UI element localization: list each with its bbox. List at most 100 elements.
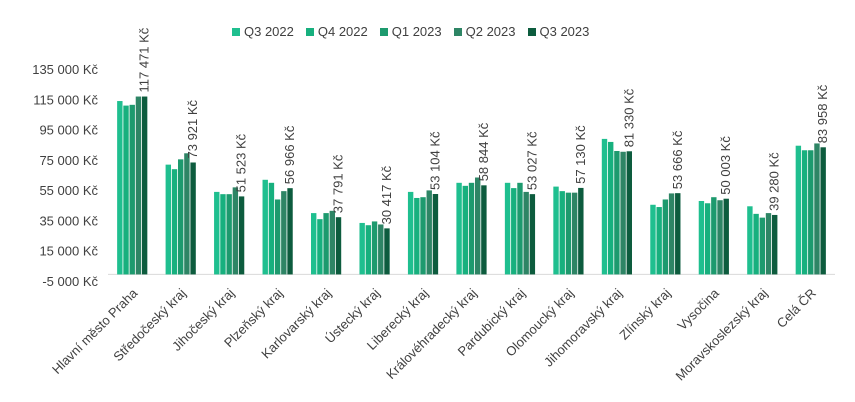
legend-label: Q3 2022: [244, 24, 294, 39]
bar: [747, 206, 753, 275]
bar: [329, 210, 335, 275]
x-tick-label: Vysočina: [674, 285, 722, 333]
data-label: 30 417 Kč: [379, 165, 394, 224]
legend-item: Q3 2023: [527, 24, 589, 39]
bar: [578, 187, 584, 275]
bar: [662, 199, 669, 275]
legend-item: Q3 2022: [232, 24, 294, 39]
bar: [820, 147, 826, 275]
bar: [384, 228, 390, 275]
y-tick-label: 115 000 Kč: [33, 92, 98, 107]
x-tick-label: Královéhradecký kraj: [383, 285, 480, 382]
bars-layer: [117, 96, 826, 275]
bar: [717, 200, 723, 275]
bar: [323, 213, 329, 275]
x-tick-label: Celá ČR: [774, 286, 819, 331]
data-label: 37 791 Kč: [331, 154, 346, 213]
data-label: 56 966 Kč: [282, 125, 297, 184]
labels-layer: 117 471 Kč 73 921 Kč 51 523 Kč 56 966 Kč 37 …: [137, 27, 831, 224]
bar: [511, 188, 517, 275]
data-label: 73 921 Kč: [185, 99, 200, 158]
bar: [559, 191, 565, 275]
bar: [795, 145, 802, 275]
bar: [601, 138, 608, 275]
legend-swatch: [453, 27, 462, 36]
bar: [808, 150, 814, 275]
data-label: 57 130 Kč: [573, 125, 588, 184]
bar: [553, 186, 559, 275]
bar: [426, 190, 432, 275]
bar: [238, 196, 245, 275]
bar: [317, 219, 323, 275]
data-label: 51 523 Kč: [234, 133, 249, 192]
bar: [123, 105, 129, 275]
bar: [772, 214, 778, 275]
bar: [141, 96, 148, 275]
bar: [608, 141, 614, 275]
bar: [723, 198, 729, 275]
bar: [650, 204, 656, 275]
chart-legend: Q3 2022 Q4 2022 Q1 2023 Q2 2023 Q3 2023: [232, 24, 589, 39]
bar: [407, 191, 414, 275]
bar: [753, 213, 759, 275]
bar: [504, 182, 511, 275]
bar: [129, 104, 135, 275]
bar: [262, 179, 268, 275]
y-tick-label: 15 000 Kč: [39, 244, 98, 259]
x-tick-label: Zlínský kraj: [616, 285, 673, 342]
bar: [481, 185, 487, 275]
bar: [281, 191, 287, 275]
bar: [232, 187, 239, 275]
bar: [274, 199, 281, 275]
bar: [190, 162, 196, 275]
bar: [311, 213, 317, 275]
legend-item: Q2 2023: [453, 24, 516, 39]
data-label: 39 280 Kč: [767, 152, 782, 211]
bar: [668, 193, 675, 275]
legend-item: Q1 2023: [379, 24, 442, 39]
bar: [529, 194, 536, 275]
data-label: 53 104 Kč: [427, 131, 442, 190]
y-tick-label: 55 000 Kč: [39, 183, 98, 198]
bar: [335, 217, 342, 275]
legend-swatch: [527, 27, 536, 36]
bar: [517, 182, 523, 275]
bar: [620, 151, 626, 275]
bar: [698, 200, 705, 275]
bar: [171, 169, 178, 275]
bar: [135, 96, 142, 275]
data-label: 58 844 Kč: [476, 122, 491, 181]
bar: [220, 194, 226, 275]
bar: [178, 159, 184, 275]
bar: [420, 197, 426, 275]
bar: [268, 182, 275, 275]
legend-swatch: [232, 27, 240, 36]
bar: [656, 207, 662, 275]
bar: [432, 194, 439, 275]
y-tick-label: 95 000 Kč: [39, 123, 98, 138]
y-tick-label: 135 000 Kč: [32, 62, 98, 77]
x-tick-label: Hlavní město Praha: [49, 285, 141, 377]
bar: [765, 213, 772, 275]
bar: [614, 151, 620, 275]
bar: [287, 188, 293, 275]
bar: [759, 217, 765, 275]
bar: [565, 192, 572, 275]
legend-label: Q1 2023: [391, 24, 442, 39]
data-label: 53 666 Kč: [670, 130, 685, 189]
bar: [214, 191, 220, 275]
bar: [523, 191, 529, 275]
bar: [675, 193, 681, 275]
bar: [414, 197, 420, 275]
legend-swatch: [305, 27, 314, 36]
bar: [165, 164, 171, 275]
bar: [378, 224, 384, 275]
bar: [814, 143, 820, 275]
bar: [704, 203, 711, 275]
bar: [801, 150, 808, 275]
bar: [475, 177, 481, 275]
legend-swatch: [379, 27, 388, 36]
bar: [359, 222, 365, 275]
data-label: 83 958 Kč: [815, 84, 830, 143]
